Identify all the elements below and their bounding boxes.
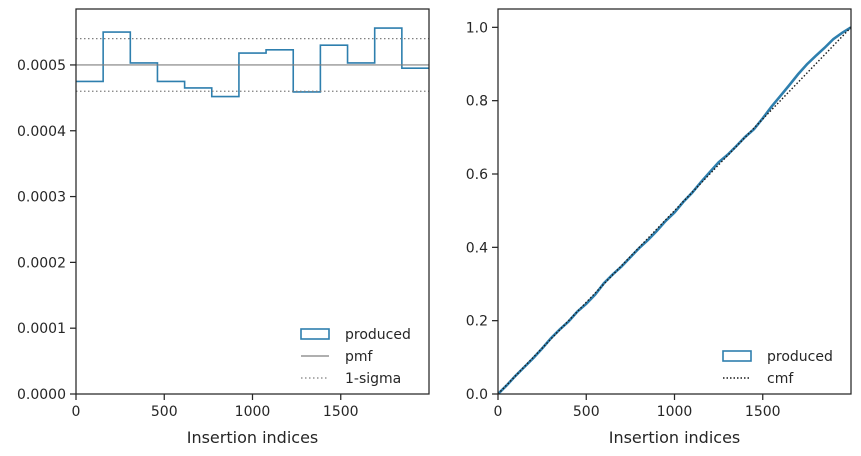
y-tick-label: 0.0002 — [17, 255, 66, 271]
legend-entry-pmf: pmf — [301, 349, 374, 365]
legend-label: 1-sigma — [345, 371, 401, 387]
legend-label: cmf — [767, 371, 794, 387]
series-produced-step — [76, 27, 429, 98]
x-tick-label: 1500 — [323, 404, 359, 420]
y-tick-label: 0.0004 — [17, 124, 66, 140]
y-tick-label: 0.4 — [466, 240, 488, 256]
y-tick-label: 0.0 — [466, 387, 488, 403]
legend-label: pmf — [345, 349, 374, 365]
legend-entry-cmf: cmf — [723, 371, 794, 387]
x-tick-label: 0 — [72, 404, 81, 420]
legend-label: produced — [345, 327, 411, 343]
y-tick-label: 0.8 — [466, 94, 488, 110]
legend-entry-produced: produced — [300, 327, 411, 343]
x-tick-label: 500 — [151, 404, 178, 420]
y-tick-label: 0.2 — [466, 314, 488, 330]
legend-label: produced — [767, 349, 833, 365]
x-axis-title: Insertion indices — [609, 428, 741, 447]
y-tick-label: 0.6 — [466, 167, 488, 183]
plot-area — [498, 26, 851, 394]
legend-swatch-produced — [300, 328, 330, 340]
y-tick-label: 0.0003 — [17, 190, 66, 206]
y-tick-label: 0.0000 — [17, 387, 66, 403]
chart-panel-2: 0 500 1000 1500 0.0 0.2 0.4 0.6 0.8 1.0 Insertion … — [466, 8, 852, 447]
x-tick-label: 0 — [494, 404, 503, 420]
x-tick-label: 1000 — [235, 404, 271, 420]
y-tick-label: 0.0001 — [17, 321, 66, 337]
x-tick-label: 1000 — [657, 404, 693, 420]
x-tick-label: 500 — [573, 404, 600, 420]
legend-swatch-produced — [722, 350, 752, 362]
legend-entry-produced: produced — [722, 349, 833, 365]
x-axis-title: Insertion indices — [187, 428, 319, 447]
axes-frame — [497, 8, 852, 395]
y-tick-label: 0.0005 — [17, 58, 66, 74]
y-tick-label: 1.0 — [466, 20, 488, 36]
x-tick-label: 1500 — [745, 404, 781, 420]
chart-panel-1: 0 500 1000 1500 0.0000 0.0001 0.0002 0.0003 0.00… — [17, 8, 430, 447]
series-produced-line — [498, 26, 851, 394]
plot-area — [76, 27, 429, 98]
legend-entry-1-sigma: 1-sigma — [301, 371, 401, 387]
series-cmf-line — [498, 26, 851, 394]
